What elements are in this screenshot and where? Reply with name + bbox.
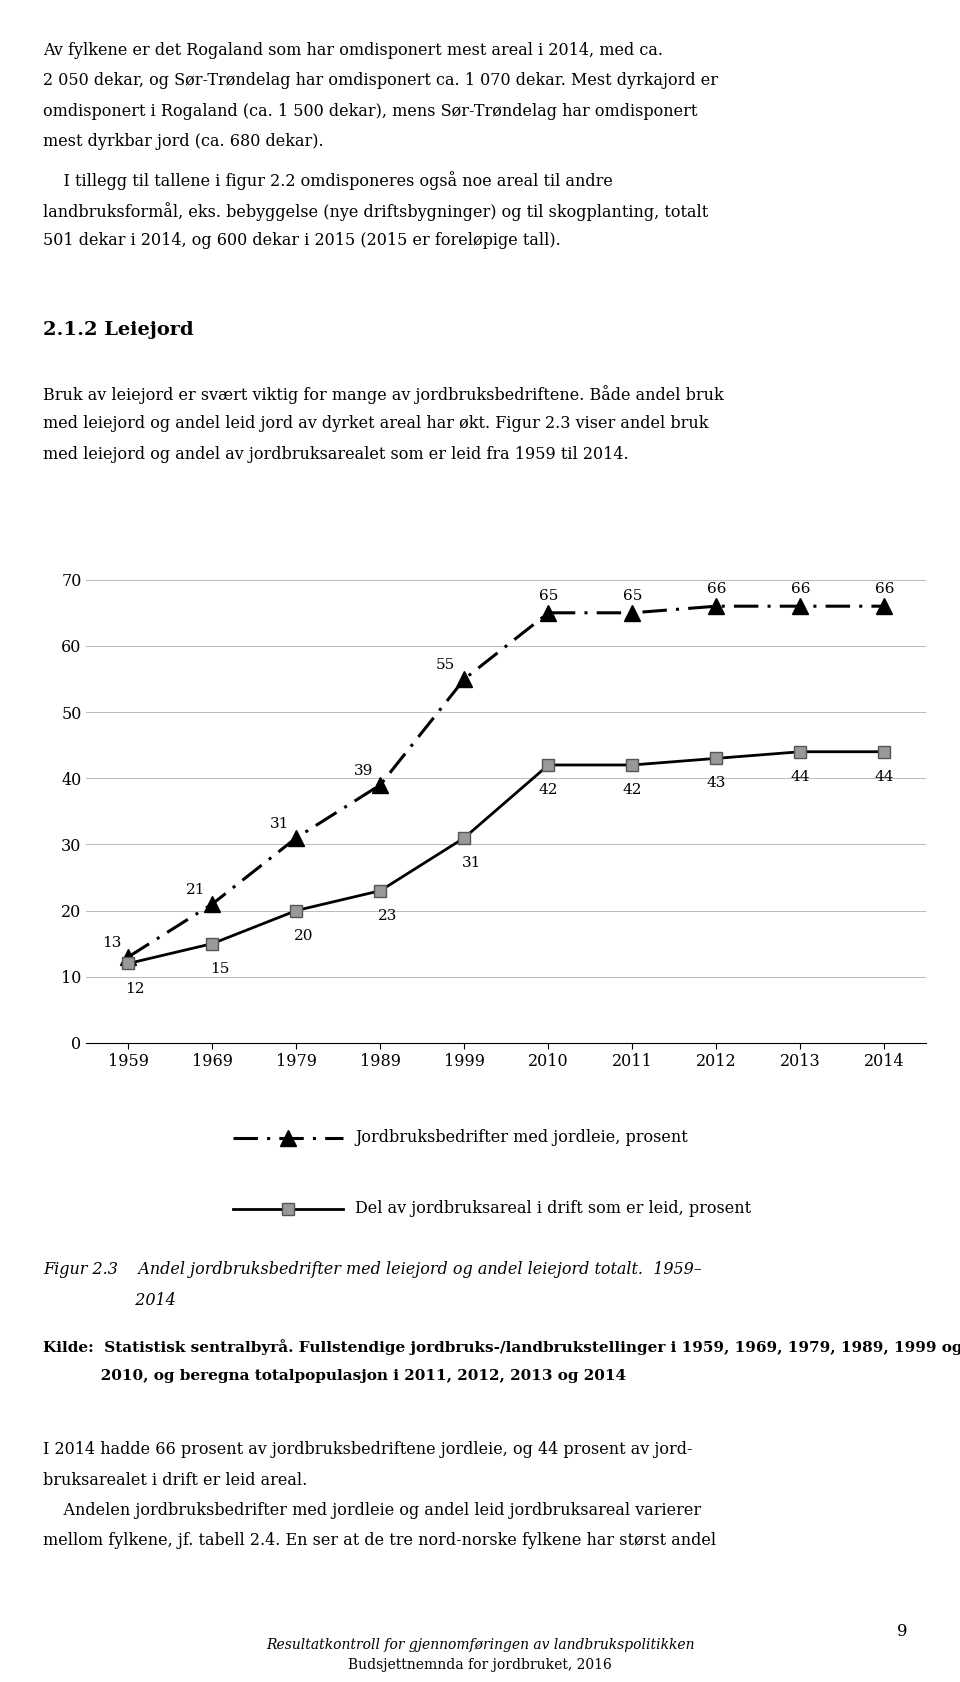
Text: 55: 55 (435, 658, 455, 673)
Text: 12: 12 (126, 982, 145, 996)
Text: 31: 31 (270, 817, 289, 831)
Text: 2014: 2014 (43, 1292, 176, 1309)
Text: 44: 44 (791, 770, 810, 784)
Text: med leiejord og andel av jordbruksarealet som er leid fra 1959 til 2014.: med leiejord og andel av jordbruksareale… (43, 446, 629, 463)
Text: 2 050 dekar, og Sør-Trøndelag har omdisponert ca. 1 070 dekar. Mest dyrkajord er: 2 050 dekar, og Sør-Trøndelag har omdisp… (43, 72, 718, 89)
Text: Del av jordbruksareal i drift som er leid, prosent: Del av jordbruksareal i drift som er lei… (355, 1199, 752, 1218)
Text: Budsjettnemnda for jordbruket, 2016: Budsjettnemnda for jordbruket, 2016 (348, 1658, 612, 1672)
Text: Andelen jordbruksbedrifter med jordleie og andel leid jordbruksareal varierer: Andelen jordbruksbedrifter med jordleie … (43, 1502, 702, 1519)
Text: 65: 65 (539, 589, 558, 604)
Text: Jordbruksbedrifter med jordleie, prosent: Jordbruksbedrifter med jordleie, prosent (355, 1129, 688, 1147)
Text: I tillegg til tallene i figur 2.2 omdisponeres også noe areal til andre: I tillegg til tallene i figur 2.2 omdisp… (43, 172, 613, 190)
Text: 39: 39 (354, 764, 373, 777)
Text: 42: 42 (623, 784, 642, 797)
Text: 23: 23 (377, 908, 397, 923)
Text: 43: 43 (707, 777, 726, 791)
Text: 44: 44 (875, 770, 894, 784)
Text: 42: 42 (539, 784, 558, 797)
Text: mest dyrkbar jord (ca. 680 dekar).: mest dyrkbar jord (ca. 680 dekar). (43, 133, 324, 150)
Text: Kilde:  Statistisk sentralbyrå. Fullstendige jordbruks-/landbrukstellinger i 195: Kilde: Statistisk sentralbyrå. Fullstend… (43, 1339, 960, 1354)
Text: 2010, og beregna totalpopulasjon i 2011, 2012, 2013 og 2014: 2010, og beregna totalpopulasjon i 2011,… (43, 1369, 626, 1383)
Text: Resultatkontroll for gjennomføringen av landbrukspolitikken: Resultatkontroll for gjennomføringen av … (266, 1638, 694, 1652)
Text: 31: 31 (462, 856, 481, 870)
Text: 13: 13 (102, 935, 121, 950)
Text: 21: 21 (186, 883, 205, 897)
Text: Av fylkene er det Rogaland som har omdisponert mest areal i 2014, med ca.: Av fylkene er det Rogaland som har omdis… (43, 42, 663, 59)
Text: Figur 2.3    Andel jordbruksbedrifter med leiejord og andel leiejord totalt.  19: Figur 2.3 Andel jordbruksbedrifter med l… (43, 1262, 702, 1278)
Text: 66: 66 (875, 582, 894, 597)
Text: 20: 20 (294, 928, 313, 942)
Text: 66: 66 (707, 582, 726, 597)
Text: 15: 15 (209, 962, 229, 976)
Text: mellom fylkene, jf. tabell 2.4. En ser at de tre nord-norske fylkene har størst : mellom fylkene, jf. tabell 2.4. En ser a… (43, 1532, 716, 1549)
Text: 501 dekar i 2014, og 600 dekar i 2015 (2015 er foreløpige tall).: 501 dekar i 2014, og 600 dekar i 2015 (2… (43, 232, 561, 249)
Text: 2.1.2 Leiejord: 2.1.2 Leiejord (43, 321, 194, 340)
Text: Bruk av leiejord er svært viktig for mange av jordbruksbedriftene. Både andel br: Bruk av leiejord er svært viktig for man… (43, 385, 724, 404)
Text: landbruksformål, eks. bebyggelse (nye driftsbygninger) og til skogplanting, tota: landbruksformål, eks. bebyggelse (nye dr… (43, 202, 708, 220)
Text: omdisponert i Rogaland (ca. 1 500 dekar), mens Sør-Trøndelag har omdisponert: omdisponert i Rogaland (ca. 1 500 dekar)… (43, 103, 698, 119)
Text: 65: 65 (623, 589, 642, 604)
Text: 66: 66 (791, 582, 810, 597)
Text: bruksarealet i drift er leid areal.: bruksarealet i drift er leid areal. (43, 1472, 307, 1489)
Text: 9: 9 (897, 1623, 907, 1640)
Text: med leiejord og andel leid jord av dyrket areal har økt. Figur 2.3 viser andel b: med leiejord og andel leid jord av dyrke… (43, 415, 708, 432)
Text: I 2014 hadde 66 prosent av jordbruksbedriftene jordleie, og 44 prosent av jord-: I 2014 hadde 66 prosent av jordbruksbedr… (43, 1441, 693, 1458)
